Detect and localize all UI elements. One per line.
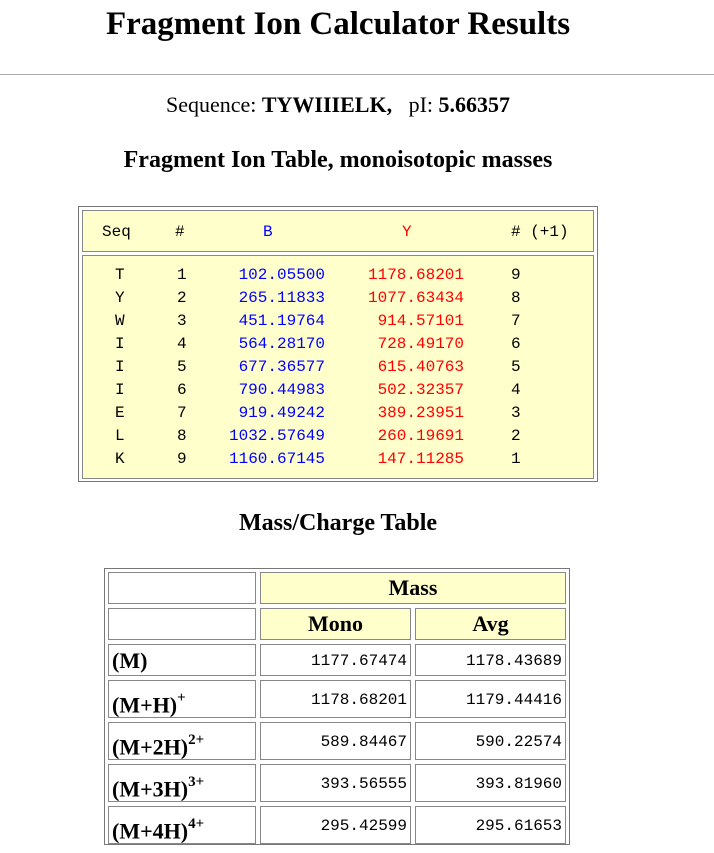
frag-y-cell: 260.19691 <box>377 427 464 445</box>
frag-num-plus-cell: 9 <box>511 266 521 284</box>
mass-charge-label: (M) <box>108 644 256 676</box>
mono-value: 589.84467 <box>260 722 411 760</box>
header-seq: Seq <box>102 223 131 241</box>
mono-header: Mono <box>260 608 411 640</box>
frag-b-cell: 1160.67145 <box>228 450 325 468</box>
frag-y-cell: 389.23951 <box>377 404 464 422</box>
frag-seq-cell: L <box>115 427 125 445</box>
empty-corner-cell <box>108 572 256 604</box>
ion-label-text: (M+H) <box>112 692 178 718</box>
sequence-line: Sequence: TYWIIIELK, pI: 5.66357 <box>0 92 676 118</box>
frag-num-cell: 4 <box>177 335 187 353</box>
frag-b-cell: 919.49242 <box>238 404 325 422</box>
charge-superscript: 3+ <box>188 774 205 790</box>
frag-num-cell: 6 <box>177 381 187 399</box>
empty-label-cell <box>108 608 256 640</box>
mass-charge-label: (M+2H)2+ <box>108 722 256 760</box>
fragment-ion-table: Seq # B Y # (+1) T 1 102.05500 1178.68201 9 Y… <box>78 206 598 482</box>
frag-num-cell: 9 <box>177 450 187 468</box>
mass-charge-label: (M+3H)3+ <box>108 764 256 802</box>
frag-num-plus-cell: 8 <box>511 289 521 307</box>
frag-b-cell: 265.11833 <box>238 289 325 307</box>
avg-value: 1179.44416 <box>415 680 566 718</box>
frag-b-cell: 102.05500 <box>238 266 325 284</box>
header-num-plus: # (+1) <box>511 223 569 241</box>
frag-seq-cell: I <box>115 335 125 353</box>
frag-num-cell: 7 <box>177 404 187 422</box>
frag-y-cell: 1178.68201 <box>367 266 464 284</box>
frag-b-cell: 564.28170 <box>238 335 325 353</box>
mono-value: 1177.67474 <box>260 644 411 676</box>
frag-b-cell: 677.36577 <box>238 358 325 376</box>
frag-seq-cell: K <box>115 450 125 468</box>
pi-label: pI: <box>408 92 434 117</box>
frag-seq-cell: E <box>115 404 125 422</box>
charge-superscript: 4+ <box>188 816 205 832</box>
frag-num-plus-cell: 1 <box>511 450 521 468</box>
avg-value: 393.81960 <box>415 764 566 802</box>
frag-num-plus-cell: 5 <box>511 358 521 376</box>
charge-superscript: + <box>177 690 186 706</box>
mass-charge-table: Mass Mono Avg (M) 1177.67474 1178.43689 (M+… <box>104 568 570 845</box>
sequence-label: Sequence: <box>165 92 257 117</box>
mass-charge-table-title: Mass/Charge Table <box>238 510 438 536</box>
frag-seq-cell: Y <box>115 289 125 307</box>
header-num: # <box>175 223 185 241</box>
frag-y-cell: 147.11285 <box>377 450 464 468</box>
avg-header: Avg <box>415 608 566 640</box>
header-b: B <box>263 223 273 241</box>
ion-label-text: (M) <box>112 648 148 673</box>
frag-num-plus-cell: 3 <box>511 404 521 422</box>
frag-seq-cell: I <box>115 381 125 399</box>
fragment-table-body: T 1 102.05500 1178.68201 9 Y 2 265.11833 1077.63… <box>82 255 594 479</box>
frag-b-cell: 790.44983 <box>238 381 325 399</box>
ion-label-text: (M+2H) <box>112 734 189 760</box>
frag-num-plus-cell: 2 <box>511 427 521 445</box>
page-title: Fragment Ion Calculator Results <box>105 6 571 42</box>
frag-num-cell: 2 <box>177 289 187 307</box>
fragment-table-title: Fragment Ion Table, monoisotopic masses <box>123 147 553 173</box>
frag-b-cell: 1032.57649 <box>228 427 325 445</box>
frag-seq-cell: W <box>115 312 125 330</box>
avg-value: 1178.43689 <box>415 644 566 676</box>
divider <box>0 74 714 75</box>
mass-header: Mass <box>260 572 566 604</box>
frag-num-cell: 3 <box>177 312 187 330</box>
frag-num-cell: 8 <box>177 427 187 445</box>
avg-value: 295.61653 <box>415 806 566 844</box>
avg-value: 590.22574 <box>415 722 566 760</box>
ion-label-text: (M+3H) <box>112 776 189 802</box>
frag-num-cell: 5 <box>177 358 187 376</box>
frag-y-cell: 615.40763 <box>377 358 464 376</box>
frag-b-cell: 451.19764 <box>238 312 325 330</box>
frag-num-plus-cell: 4 <box>511 381 521 399</box>
frag-seq-cell: I <box>115 358 125 376</box>
frag-y-cell: 728.49170 <box>377 335 464 353</box>
fragment-table-header: Seq # B Y # (+1) <box>82 210 594 252</box>
mono-value: 393.56555 <box>260 764 411 802</box>
mono-value: 295.42599 <box>260 806 411 844</box>
frag-y-cell: 914.57101 <box>377 312 464 330</box>
mono-value: 1178.68201 <box>260 680 411 718</box>
frag-y-cell: 1077.63434 <box>367 289 464 307</box>
pi-value: 5.66357 <box>438 92 511 117</box>
header-y: Y <box>402 223 412 241</box>
mass-charge-label: (M+4H)4+ <box>108 806 256 844</box>
sequence-value: TYWIIIELK, <box>261 92 393 117</box>
frag-num-cell: 1 <box>177 266 187 284</box>
mass-charge-label: (M+H)+ <box>108 680 256 718</box>
frag-num-plus-cell: 7 <box>511 312 521 330</box>
frag-y-cell: 502.32357 <box>377 381 464 399</box>
frag-num-plus-cell: 6 <box>511 335 521 353</box>
ion-label-text: (M+4H) <box>112 818 189 844</box>
charge-superscript: 2+ <box>188 732 205 748</box>
frag-seq-cell: T <box>115 266 125 284</box>
